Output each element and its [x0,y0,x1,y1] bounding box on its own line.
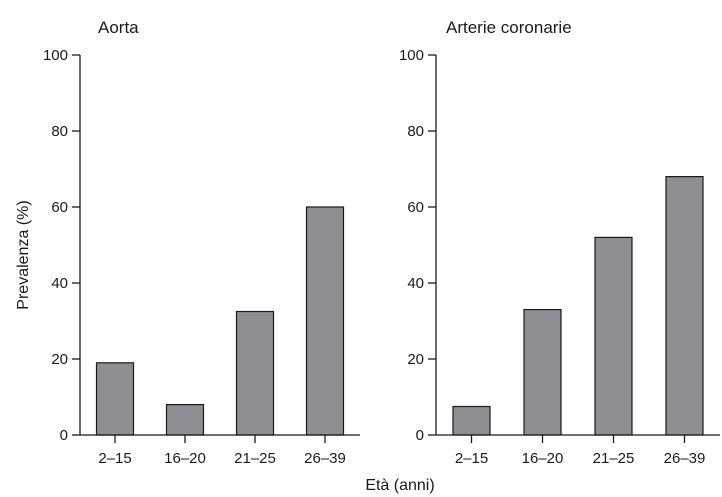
bar [452,405,491,436]
x-axis-title: Età (anni) [365,477,434,494]
panel-arterie-coronarie: Arterie coronarie 0 20 40 60 80 100 2–15 16–20 21… [399,18,720,467]
y-tick-label: 20 [407,351,424,368]
panel-aorta: Aorta 0 20 40 60 80 100 2–15 16–20 21–25 26–39 [43,18,360,467]
x-tick-label: 26–39 [304,450,346,467]
y-axis-title: Prevalenza (%) [15,200,32,309]
y-tick-label: 60 [407,199,424,216]
x-tick-label: 26–39 [664,450,706,467]
y-tick-label: 80 [407,123,424,140]
x-tick-label: 16–20 [522,450,564,467]
bar [95,362,135,436]
y-tick-label: 40 [407,275,424,292]
y-tick-label: 100 [399,47,424,64]
bar [665,176,704,436]
bar [305,206,345,436]
chart-title: Arterie coronarie [446,18,572,37]
x-tick-label: 16–20 [164,450,206,467]
x-tick-label: 21–25 [234,450,276,467]
bar [165,404,205,436]
bar [523,309,562,436]
chart-title: Aorta [98,18,139,37]
y-tick-label: 0 [60,427,68,444]
y-tick-label: 20 [51,351,68,368]
x-tick-label: 2–15 [455,450,488,467]
y-tick-label: 100 [43,47,68,64]
y-tick-label: 60 [51,199,68,216]
x-tick-label: 2–15 [98,450,131,467]
y-tick-label: 80 [51,123,68,140]
y-tick-label: 0 [416,427,424,444]
y-tick-label: 40 [51,275,68,292]
bar [594,236,633,436]
x-tick-label: 21–25 [593,450,635,467]
bar [235,310,275,436]
